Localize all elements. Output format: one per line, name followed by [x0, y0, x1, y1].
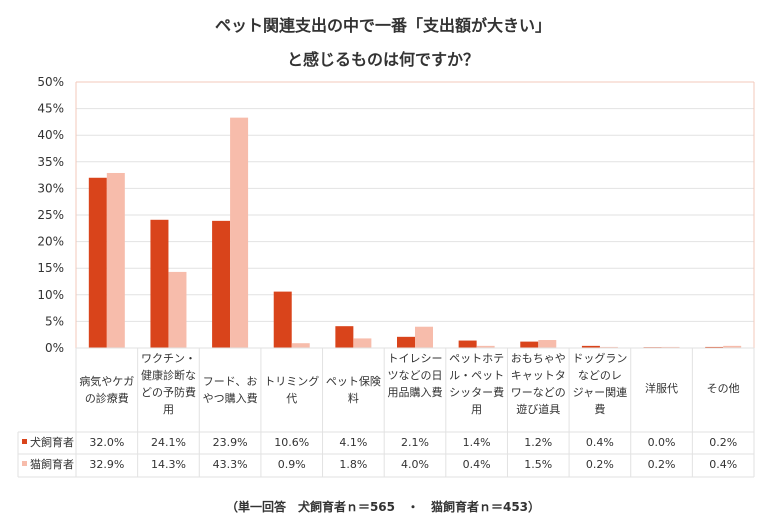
data-label: 1.5% [524, 458, 552, 471]
category-label: やつ購入費 [203, 391, 258, 405]
data-label: 0.4% [586, 436, 614, 449]
data-label: 1.4% [463, 436, 491, 449]
category-label: 料 [348, 391, 359, 405]
category-label: ジャー関連 [573, 385, 627, 399]
category-label: 代 [286, 392, 297, 405]
category-label: 用品購入費 [388, 385, 443, 399]
bar-dog [150, 219, 169, 348]
category-label: 用 [471, 403, 482, 416]
y-tick-label: 5% [45, 314, 64, 328]
category-label: ワクチン・ [141, 352, 196, 365]
chart-title-line2: と感じるものは何ですか？ [286, 50, 479, 69]
bar-cat [476, 345, 495, 348]
y-tick-label: 0% [45, 341, 64, 355]
legend-label: 猫飼育者 [30, 457, 74, 471]
data-label: 1.2% [524, 436, 552, 449]
data-label: 0.9% [278, 458, 306, 471]
bar-cat [415, 326, 433, 348]
category-label: ペットホテ [449, 352, 504, 365]
y-tick-label: 30% [37, 181, 64, 195]
bar-dog [581, 345, 600, 348]
data-label: 23.9% [213, 436, 248, 449]
bar-cat [661, 346, 680, 348]
category-label: 健康診断な [141, 368, 196, 382]
bar-dog [397, 336, 415, 348]
category-label: トリミング [264, 374, 319, 388]
bar-dog [520, 341, 539, 348]
category-label: ドッグラン [572, 351, 627, 365]
category-label: シッター費 [449, 385, 504, 399]
bar-cat [538, 340, 557, 348]
data-label: 10.6% [274, 436, 309, 449]
category-label: キャットタ [511, 369, 566, 382]
category-label: 病気やケガ [79, 374, 134, 388]
y-tick-label: 25% [37, 208, 64, 222]
bar-dog [273, 291, 292, 348]
bar-dog [458, 340, 477, 348]
category-label: の診療費 [85, 391, 129, 405]
category-label: 費 [594, 402, 605, 416]
data-label: 32.9% [89, 458, 124, 471]
sample-size-note: （単一回答 犬飼育者ｎ＝565 ・ 猫飼育者ｎ＝453） [225, 500, 541, 514]
data-label: 0.2% [709, 436, 737, 449]
bar-cat [168, 271, 187, 348]
bar-cat [106, 172, 125, 348]
category-label: ワーなどの [511, 386, 566, 399]
category-label: トイレシー [388, 352, 443, 365]
category-label: ル・ペット [449, 369, 504, 382]
y-tick-label: 15% [37, 261, 64, 275]
data-label: 0.2% [586, 458, 614, 471]
data-label: 0.4% [709, 458, 737, 471]
y-tick-label: 35% [37, 155, 64, 169]
data-label: 0.0% [648, 436, 676, 449]
bar-cat [599, 346, 618, 348]
category-label: などのレ [578, 369, 622, 382]
category-label: フード、お [203, 375, 258, 388]
bar-dog [335, 326, 354, 348]
data-label: 4.0% [401, 458, 429, 471]
bar-cat [230, 117, 249, 348]
bar-cat [353, 338, 372, 348]
y-tick-label: 20% [37, 235, 64, 249]
category-label: 洋服代 [645, 381, 678, 395]
legend-swatch-dog [22, 439, 27, 444]
data-label: 43.3% [213, 458, 248, 471]
chart-title-line1: ペット関連支出の中で一番「支出額が大きい」 [214, 16, 551, 35]
data-label: 14.3% [151, 458, 186, 471]
data-label: 32.0% [89, 436, 124, 449]
bar-cat [291, 343, 310, 348]
category-label: どの予防費 [141, 385, 196, 399]
category-label: 遊び道具 [516, 402, 560, 416]
y-tick-label: 50% [37, 75, 64, 89]
category-label: その他 [707, 382, 740, 395]
bar-dog [212, 220, 231, 348]
bar-dog [88, 177, 107, 348]
data-label: 2.1% [401, 436, 429, 449]
data-label: 1.8% [339, 458, 367, 471]
category-label: ツなどの日 [388, 369, 443, 382]
category-label: ペット保険 [326, 374, 381, 388]
bar-dog [705, 346, 724, 348]
y-tick-label: 10% [37, 288, 64, 302]
data-label: 4.1% [339, 436, 367, 449]
legend-label: 犬飼育者 [30, 435, 74, 449]
category-label: おもちゃや [511, 352, 566, 365]
y-tick-label: 40% [37, 128, 64, 142]
bar-cat [723, 345, 742, 348]
legend-swatch-cat [22, 461, 27, 466]
data-label: 0.2% [648, 458, 676, 471]
y-tick-label: 45% [37, 102, 64, 116]
category-label: 用 [163, 403, 174, 416]
data-label: 24.1% [151, 436, 186, 449]
data-label: 0.4% [463, 458, 491, 471]
